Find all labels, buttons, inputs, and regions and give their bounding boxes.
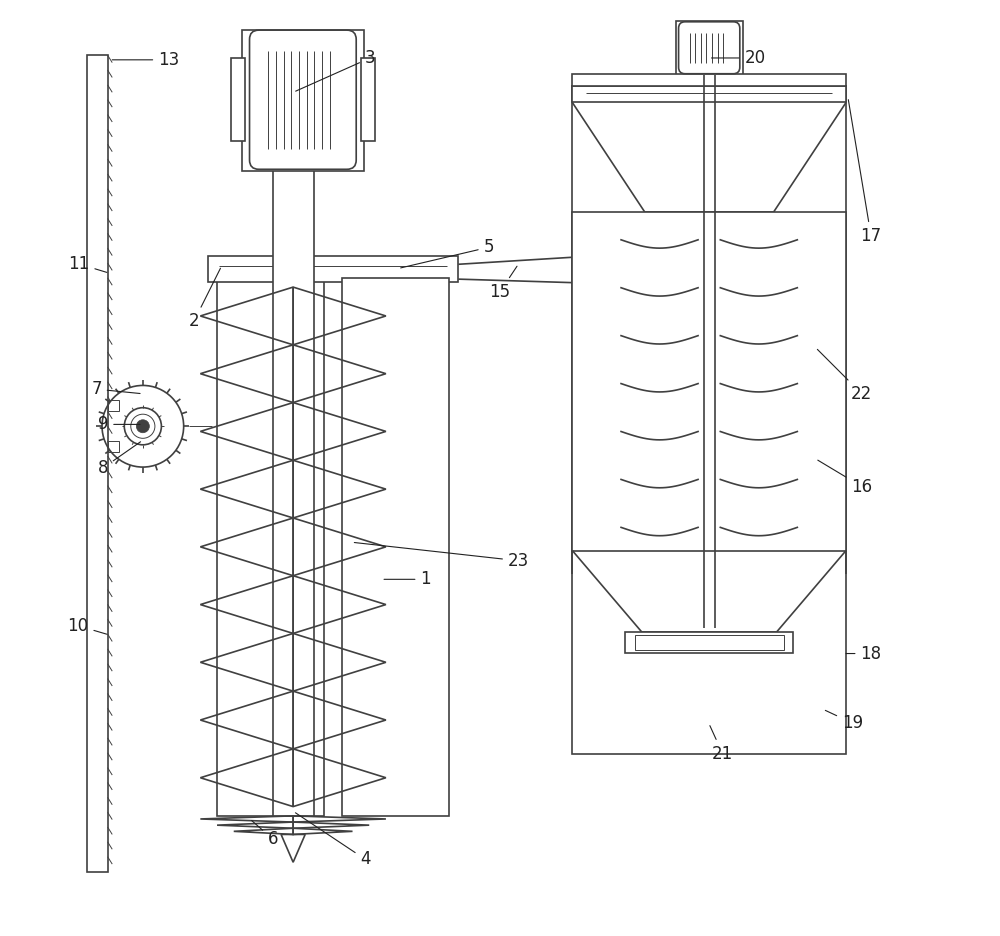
Bar [274,115,313,134]
Bar [572,86,846,753]
Text: 16: 16 [818,461,872,495]
Bar [635,635,784,650]
Text: 10: 10 [67,617,107,635]
Bar [217,278,324,816]
Text: 17: 17 [848,99,882,245]
Text: 1: 1 [384,570,431,589]
Bar [361,58,375,141]
Text: 2: 2 [189,269,220,330]
Text: 5: 5 [401,239,494,268]
Bar [572,86,846,103]
Bar [108,401,119,412]
Bar [342,278,449,816]
Bar [572,74,846,86]
Text: 4: 4 [295,812,371,869]
Text: 22: 22 [817,349,872,402]
Text: 20: 20 [711,49,766,67]
Text: 7: 7 [91,380,140,398]
FancyBboxPatch shape [679,22,740,74]
Text: 21: 21 [710,725,733,763]
Text: 15: 15 [489,266,517,300]
Bar [273,167,314,816]
Text: 9: 9 [98,416,140,433]
Bar [231,58,245,141]
Bar [676,21,743,77]
Circle shape [136,419,149,432]
Text: 6: 6 [252,821,278,848]
Bar [625,632,793,652]
Text: 19: 19 [825,710,863,732]
Bar [108,441,119,452]
Bar [572,212,846,550]
Text: 18: 18 [846,645,882,663]
Text: 23: 23 [354,543,529,570]
Bar [263,104,323,118]
Bar [242,30,364,171]
Text: 11: 11 [68,255,107,273]
FancyBboxPatch shape [250,30,356,169]
Text: 13: 13 [112,51,179,69]
Text: 3: 3 [296,49,375,91]
Text: 8: 8 [98,442,141,477]
Bar [87,55,108,871]
Bar [208,256,458,283]
